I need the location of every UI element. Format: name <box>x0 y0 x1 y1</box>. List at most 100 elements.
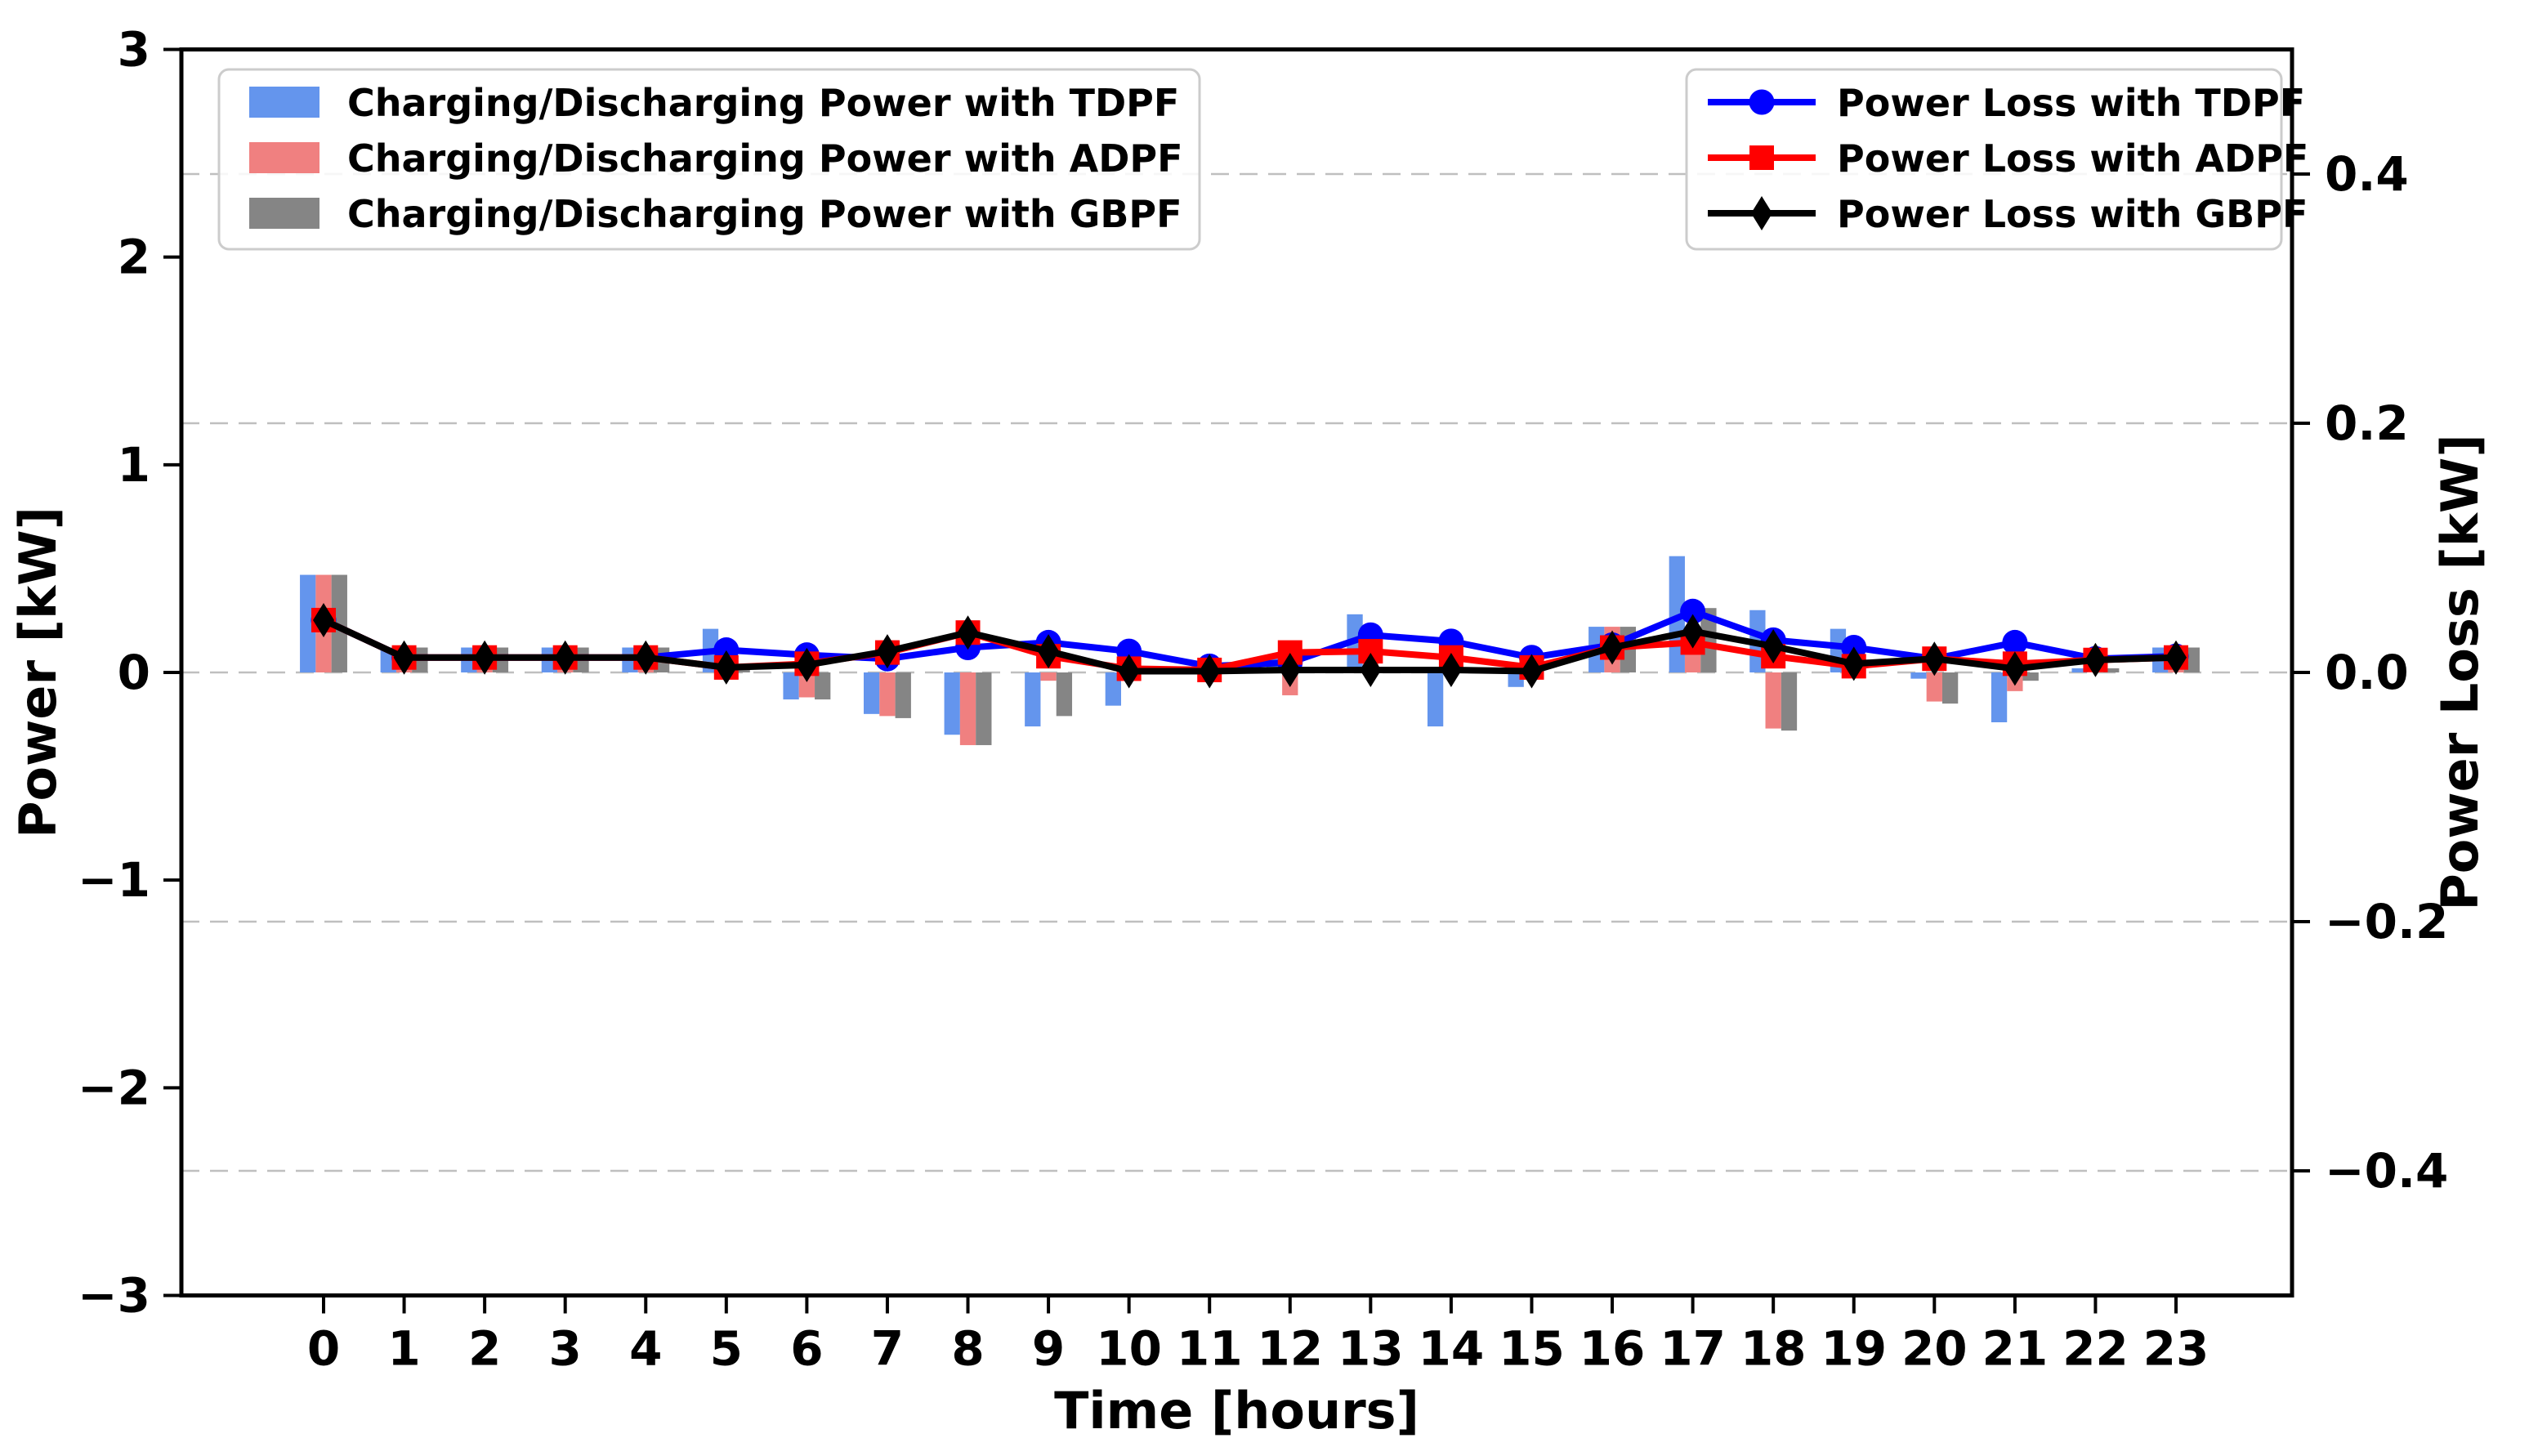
marker-diamond <box>715 650 737 685</box>
marker-diamond <box>1521 654 1543 689</box>
legend-label: Charging/Discharging Power with TDPF <box>347 81 1179 125</box>
marker-diamond <box>1279 652 1301 687</box>
left-tick-label: 2 <box>118 230 150 285</box>
legend-power-loss-frame <box>1685 68 2283 251</box>
left-tick-label: 0 <box>118 645 150 700</box>
legend-swatch <box>249 142 319 173</box>
x-tick-label: 6 <box>790 1321 823 1377</box>
bar <box>798 672 815 698</box>
bar <box>2071 668 2088 672</box>
right-tick-label: 0.2 <box>2325 395 2409 451</box>
x-tick-label: 10 <box>1096 1321 1162 1377</box>
x-tick-label: 5 <box>710 1321 743 1377</box>
left-tick-label: −3 <box>78 1268 150 1324</box>
marker-diamond <box>1843 646 1865 681</box>
marker-diamond <box>796 647 818 682</box>
line-series-2 <box>313 602 2187 689</box>
marker-diamond <box>1360 652 1382 687</box>
right-y-axis-label: Power Loss [kW] <box>2430 434 2490 910</box>
left-y-axis-label: Power [kW] <box>8 507 68 838</box>
marker-diamond <box>1199 654 1221 689</box>
bar <box>1941 672 1959 704</box>
x-tick-label: 2 <box>468 1321 501 1377</box>
marker-diamond <box>1038 634 1060 669</box>
x-tick-label: 9 <box>1032 1321 1065 1377</box>
x-tick-label: 18 <box>1740 1321 1807 1377</box>
marker-diamond <box>1118 654 1140 689</box>
legend-swatch <box>249 198 319 229</box>
bar <box>1910 672 1927 679</box>
x-tick-label: 19 <box>1821 1321 1887 1377</box>
legend-label: Charging/Discharging Power with ADPF <box>347 136 1183 181</box>
x-tick-label: 4 <box>629 1321 662 1377</box>
marker-diamond <box>474 640 496 675</box>
legend-label: Power Loss with ADPF <box>1837 136 2308 181</box>
bar <box>1025 672 1041 727</box>
bar <box>1765 672 1781 729</box>
marker-circle <box>1680 598 1706 624</box>
bar <box>959 672 976 745</box>
bar <box>331 574 347 672</box>
x-tick-label: 15 <box>1499 1321 1565 1377</box>
left-tick-label: 3 <box>118 22 150 78</box>
bar <box>300 574 316 672</box>
bar <box>2022 672 2039 681</box>
marker-diamond <box>1682 614 1704 649</box>
marker-diamond <box>1602 630 1624 665</box>
bar <box>864 672 880 714</box>
marker-diamond <box>554 640 576 675</box>
marker-circle <box>2002 629 2028 655</box>
marker-diamond <box>2004 651 2026 686</box>
left-tick-label: 1 <box>118 437 150 493</box>
marker-diamond <box>313 602 334 637</box>
right-tick-label: 0.4 <box>2325 146 2409 202</box>
x-tick-label: 16 <box>1580 1321 1646 1377</box>
marker-diamond <box>393 640 415 675</box>
bar <box>1427 672 1444 727</box>
left-tick-label: −1 <box>78 852 150 908</box>
bar <box>1056 672 1073 717</box>
tick-marks <box>163 47 2310 1314</box>
marker-diamond <box>876 634 898 669</box>
bar <box>1991 672 2008 722</box>
x-tick-label: 21 <box>1982 1321 2049 1377</box>
bar <box>895 672 911 718</box>
x-tick-label: 20 <box>1901 1321 1968 1377</box>
x-tick-label: 13 <box>1338 1321 1404 1377</box>
legend-label: Power Loss with GBPF <box>1837 192 2308 236</box>
x-tick-label: 17 <box>1660 1321 1726 1377</box>
marker-diamond <box>2165 640 2187 675</box>
legend-label: Power Loss with TDPF <box>1837 81 2305 125</box>
right-tick-label: −0.2 <box>2325 894 2448 949</box>
legend-charging-power-frame <box>217 68 1201 251</box>
marker-diamond <box>1751 196 1772 230</box>
bar <box>2103 668 2120 672</box>
marker-diamond <box>1924 641 1946 677</box>
bar <box>976 672 992 745</box>
legend-power-loss: Power Loss with TDPF Power Loss with ADPF… <box>1685 68 2308 251</box>
bar <box>1700 608 1717 672</box>
right-tick-label: 0.0 <box>2325 645 2409 700</box>
x-tick-label: 23 <box>2143 1321 2210 1377</box>
marker-diamond <box>1440 652 1462 687</box>
marker-square <box>1749 145 1774 170</box>
bar <box>815 672 831 700</box>
marker-circle <box>1749 89 1775 115</box>
bar <box>1040 672 1057 681</box>
bar <box>944 672 960 735</box>
marker-diamond <box>635 640 657 675</box>
x-tick-label: 1 <box>387 1321 420 1377</box>
bar <box>1926 672 1942 702</box>
x-tick-label: 8 <box>951 1321 984 1377</box>
bar <box>1781 672 1798 731</box>
marker-diamond <box>2084 642 2107 677</box>
x-tick-label: 12 <box>1257 1321 1323 1377</box>
x-tick-label: 14 <box>1419 1321 1485 1377</box>
x-tick-label: 22 <box>2062 1321 2129 1377</box>
left-tick-label: −2 <box>78 1060 150 1115</box>
series-line <box>322 617 2177 675</box>
bar <box>879 672 896 717</box>
